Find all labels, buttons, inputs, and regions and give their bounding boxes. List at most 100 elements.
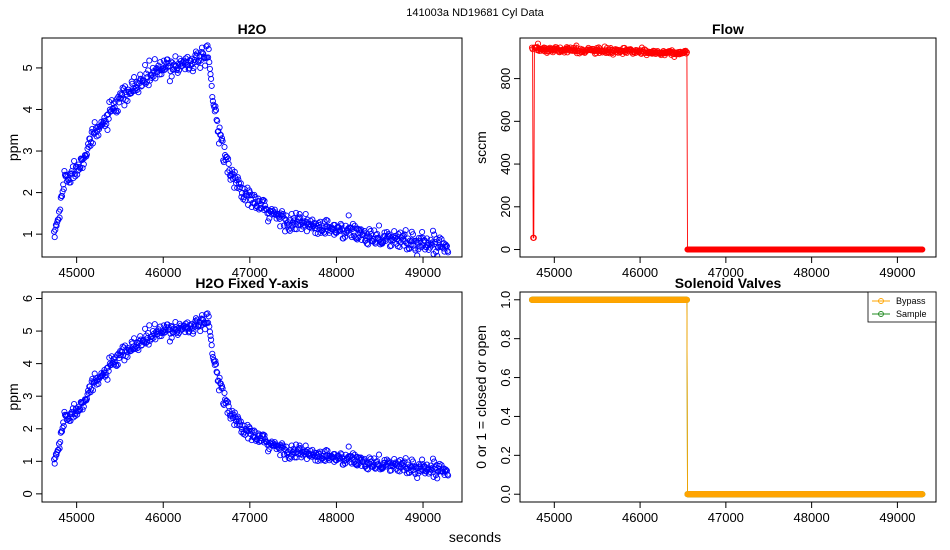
valve-point-bypass	[919, 491, 926, 498]
h2o-point	[182, 329, 189, 336]
y-tick-label: 1	[20, 231, 35, 238]
h2o-point	[157, 323, 164, 330]
h2o-point	[89, 140, 96, 147]
h2o-point	[149, 64, 156, 71]
y-axis-label: sccm	[473, 131, 489, 164]
h2o-point	[235, 418, 243, 425]
h2o-point	[321, 218, 328, 225]
h2o-point	[151, 321, 158, 328]
h2o-point	[208, 75, 215, 82]
h2o-point	[296, 442, 303, 449]
h2o-point	[291, 217, 298, 224]
h2o-point	[262, 202, 269, 209]
h2o-point	[409, 231, 417, 238]
y-tick-label: 2	[20, 425, 35, 432]
h2o-point	[260, 196, 267, 203]
y-tick-label: 0.6	[498, 369, 513, 387]
h2o-point	[114, 351, 121, 359]
h2o-point	[317, 218, 324, 225]
h2o-point	[105, 367, 112, 375]
h2o-point	[142, 80, 149, 87]
h2o-point	[212, 358, 219, 365]
flow-line	[531, 43, 923, 250]
h2o-point	[115, 355, 123, 362]
x-axis: 45000 46000 47000 48000 49000	[59, 502, 441, 525]
h2o-point	[423, 235, 430, 242]
h2o-point	[279, 213, 286, 220]
h2o-point	[381, 229, 388, 236]
y-tick-label: 0.4	[498, 407, 513, 425]
flow-point	[530, 234, 537, 241]
h2o-point	[428, 242, 435, 249]
y-tick-label: 0.8	[498, 330, 513, 348]
y-tick-label: 600	[498, 110, 513, 132]
h2o-point	[138, 83, 145, 90]
h2o-point	[108, 97, 115, 104]
h2o-point	[354, 462, 361, 469]
h2o-point	[374, 235, 381, 242]
h2o-point	[212, 103, 219, 110]
h2o-point	[291, 454, 298, 461]
y-axis-label: 0 or 1 = closed or open	[473, 325, 489, 469]
x-tick-label: 49000	[405, 510, 441, 525]
x-tick-label: 46000	[622, 265, 658, 280]
h2o-point	[324, 217, 331, 224]
h2o-point	[113, 362, 120, 370]
x-tick-label: 45000	[59, 265, 95, 280]
h2o-point	[221, 389, 228, 397]
h2o-point	[415, 234, 423, 241]
h2o-point	[110, 100, 117, 107]
x-tick-label: 47000	[708, 510, 744, 525]
h2o-point	[209, 98, 216, 105]
h2o-point	[152, 75, 159, 82]
h2o-point	[206, 65, 213, 72]
x-tick-label: 48000	[318, 265, 354, 280]
h2o-point	[283, 212, 290, 219]
x-axis: 45000 46000 47000 48000 49000	[59, 257, 441, 280]
h2o-point	[182, 66, 189, 73]
plot-frame	[519, 37, 937, 258]
h2o-point	[145, 67, 152, 74]
h2o-point	[135, 347, 142, 354]
h2o-point	[208, 336, 215, 343]
h2o-point	[212, 361, 220, 368]
h2o-point	[434, 252, 441, 257]
h2o-point	[157, 59, 164, 66]
y-tick-label: 0.0	[498, 485, 513, 503]
h2o-point	[121, 102, 128, 109]
h2o-point	[95, 132, 102, 139]
y-tick-label: 0.2	[498, 446, 513, 464]
h2o-point	[258, 432, 266, 439]
y-tick-label: 5	[20, 64, 35, 71]
h2o-point	[345, 443, 352, 450]
h2o-point	[219, 137, 226, 145]
h2o-point	[52, 226, 59, 233]
h2o-point	[89, 387, 96, 394]
y-axis: 1 2 3 4 5	[20, 64, 42, 238]
h2o-point	[436, 234, 443, 241]
h2o-point	[216, 374, 223, 381]
h2o-point	[51, 456, 58, 463]
plot-frame	[41, 291, 463, 503]
h2o-point	[121, 357, 128, 364]
h2o-point	[114, 361, 121, 368]
h2o-point	[231, 168, 238, 175]
h2o-point	[374, 230, 381, 238]
h2o-point	[70, 174, 77, 182]
h2o-point	[226, 172, 233, 179]
h2o-point	[211, 361, 218, 369]
h2o-point	[365, 241, 372, 248]
h2o-point	[281, 215, 288, 222]
h2o-point	[189, 68, 196, 75]
h2o-point	[207, 71, 214, 78]
h2o-point	[75, 166, 83, 173]
h2o-point	[204, 310, 211, 317]
h2o-point	[74, 411, 81, 418]
h2o-point	[71, 157, 78, 165]
h2o-point	[231, 409, 238, 416]
h2o-point	[131, 74, 138, 81]
h2o-point	[83, 395, 90, 402]
h2o-point	[445, 472, 452, 479]
x-tick-label: 47000	[708, 265, 744, 280]
